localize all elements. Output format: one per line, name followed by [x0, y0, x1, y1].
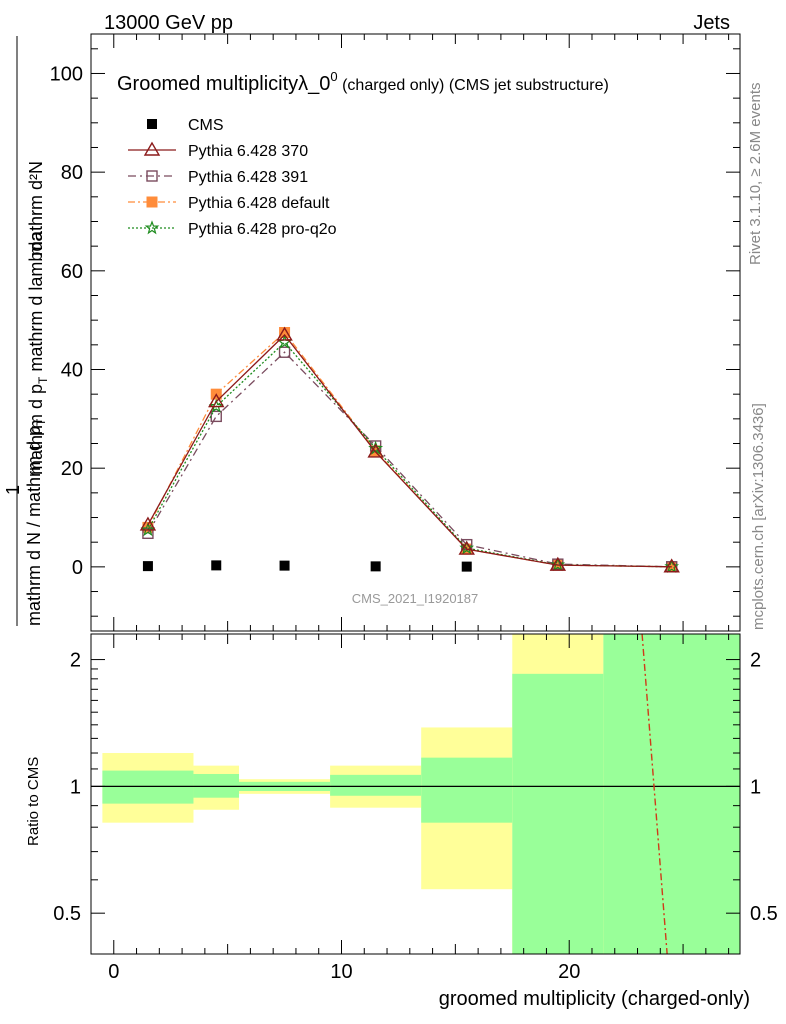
- series-cms: [142, 560, 472, 572]
- legend-entry: Pythia 6.428 default: [128, 195, 330, 212]
- legend-entry: CMS: [147, 117, 224, 134]
- ratio-y-tick-label: 1: [70, 776, 81, 798]
- y-label-denom: mathrm d N / mathrm d pT: [24, 418, 48, 626]
- chart-title: Groomed multiplicityλ_00 (charged only) …: [117, 69, 609, 95]
- x-tick-label: 10: [330, 961, 352, 983]
- series-pythia-6-428-default: [142, 327, 678, 573]
- series-point: [549, 556, 567, 571]
- rivet-label: Rivet 3.1.10, ≥ 2.6M events: [747, 83, 764, 266]
- analysis-watermark: CMS_2021_I1920187: [352, 591, 479, 606]
- y-tick-label: 40: [61, 360, 83, 382]
- series-point: [140, 522, 156, 537]
- y-tick-label: 80: [61, 162, 83, 184]
- main-series: [139, 326, 680, 573]
- ratio-y-tick-label: 2: [70, 650, 81, 672]
- series-point: [208, 398, 224, 413]
- series-point: [278, 346, 291, 358]
- ratio-y-axis-label: Ratio to CMS: [25, 757, 42, 846]
- y-tick-label: 100: [50, 63, 83, 85]
- main-axes: 0 20 40 60 80 100: [50, 34, 740, 631]
- category-label: Jets: [693, 12, 730, 34]
- series-line: [147, 351, 672, 568]
- legend-entry: Pythia 6.428 370: [128, 141, 308, 160]
- legend-label: Pythia 6.428 pro-q2o: [188, 221, 337, 238]
- ratio-axes: 0.5 0.51 12 20 10 20: [53, 634, 778, 983]
- legend: CMS Pythia 6.428 370 Pythia 6.428 391 Pythi…: [128, 117, 337, 238]
- series-point: [367, 443, 384, 458]
- ratio-y-tick-label: 0.5: [53, 903, 81, 925]
- ratio-y-tick-label-right: 0.5: [750, 903, 778, 925]
- ratio-y-tick-label-right: 2: [750, 650, 761, 672]
- legend-label: Pythia 6.428 370: [188, 143, 308, 160]
- legend-entry: Pythia 6.428 pro-q2o: [128, 220, 337, 238]
- ratio-bands: [91, 633, 740, 955]
- ratio-plot-frame: [90, 633, 741, 955]
- data-point: [370, 561, 381, 572]
- y-label-one: 1: [3, 485, 23, 495]
- ratio-y-tick-label-right: 1: [750, 776, 761, 798]
- y-label-tail: mathrm d pT mathrm d lambda: [26, 231, 50, 475]
- y-tick-label: 0: [72, 557, 83, 579]
- data-point: [211, 560, 222, 571]
- x-tick-label: 20: [558, 961, 580, 983]
- legend-marker: [147, 119, 157, 129]
- legend-marker: [143, 141, 161, 156]
- legend-marker: [146, 196, 158, 208]
- legend-marker: [146, 170, 158, 182]
- series-pythia-6-428-pro-q2o: [140, 334, 680, 573]
- series-point: [210, 410, 222, 423]
- data-point: [142, 561, 153, 572]
- series-line: [147, 334, 672, 568]
- legend-label: CMS: [188, 117, 224, 134]
- series-line: [147, 341, 672, 568]
- stat-uncertainty-band: [102, 770, 194, 804]
- mcplots-label: mcplots.cern.ch [arXiv:1306.3436]: [750, 403, 767, 630]
- series-point: [550, 557, 566, 572]
- y-tick-label: 20: [61, 458, 83, 480]
- stat-uncertainty-band: [603, 634, 740, 954]
- stat-uncertainty-band: [330, 774, 422, 796]
- series-point: [276, 326, 293, 341]
- legend-marker: [144, 220, 160, 235]
- legend-label: Pythia 6.428 default: [188, 195, 330, 212]
- series-point: [458, 540, 475, 555]
- stat-uncertainty-band: [512, 673, 604, 954]
- main-plot-frame: [90, 33, 741, 632]
- ratio-series-line: [641, 633, 668, 955]
- legend-label: Pythia 6.428 391: [188, 169, 308, 186]
- series-point: [664, 559, 680, 573]
- y-label-numer: mathrm d²N: [26, 161, 46, 256]
- energy-label: 13000 GeV pp: [104, 12, 233, 34]
- stat-uncertainty-band: [421, 757, 513, 823]
- x-tick-label: 0: [108, 961, 119, 983]
- legend-entry: Pythia 6.428 391: [128, 169, 308, 186]
- series-pythia-6-428-370: [139, 326, 680, 573]
- series-point: [139, 516, 157, 531]
- series-point: [142, 527, 154, 540]
- main-y-axis-label: mathrm d²N 1 mathrm d N / mathrm d pT ma…: [3, 36, 50, 626]
- series-point: [663, 558, 680, 573]
- series-point: [459, 540, 475, 555]
- y-tick-label: 60: [61, 261, 83, 283]
- data-point: [279, 560, 290, 571]
- x-axis-label: groomed multiplicity (charged-only): [439, 988, 750, 1010]
- data-point: [461, 561, 472, 572]
- series-pythia-6-428-391: [142, 346, 678, 573]
- series-point: [208, 393, 225, 408]
- series-line: [147, 331, 672, 568]
